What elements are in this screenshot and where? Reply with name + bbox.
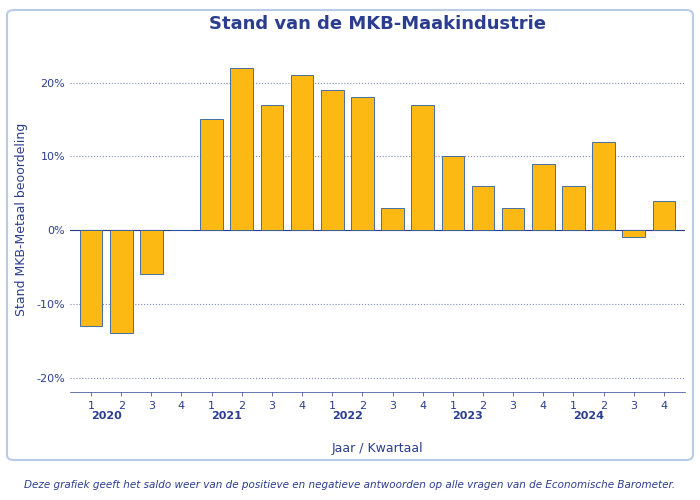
Bar xyxy=(442,156,464,230)
Bar xyxy=(140,230,162,274)
Bar xyxy=(290,75,314,230)
Bar xyxy=(562,186,584,230)
Title: Stand van de MKB-Maakindustrie: Stand van de MKB-Maakindustrie xyxy=(209,15,546,33)
Text: 2020: 2020 xyxy=(91,411,122,421)
Bar xyxy=(351,98,374,230)
Bar xyxy=(260,104,284,230)
Bar xyxy=(200,120,223,230)
Bar xyxy=(532,164,554,230)
Bar xyxy=(652,200,676,230)
Y-axis label: Stand MKB-Metaal beoordeling: Stand MKB-Metaal beoordeling xyxy=(15,122,28,316)
Text: 2023: 2023 xyxy=(452,411,483,421)
Bar xyxy=(382,208,404,230)
Text: 2021: 2021 xyxy=(211,411,242,421)
Bar xyxy=(472,186,494,230)
Text: 2024: 2024 xyxy=(573,411,604,421)
X-axis label: Jaar / Kwartaal: Jaar / Kwartaal xyxy=(332,442,424,455)
Bar xyxy=(230,68,253,230)
Bar xyxy=(110,230,132,334)
Text: Deze grafiek geeft het saldo weer van de positieve en negatieve antwoorden op al: Deze grafiek geeft het saldo weer van de… xyxy=(25,480,676,490)
Bar xyxy=(622,230,645,237)
Text: 2022: 2022 xyxy=(332,411,363,421)
Bar xyxy=(321,90,344,230)
Bar xyxy=(80,230,102,326)
Bar xyxy=(502,208,524,230)
Bar xyxy=(412,104,434,230)
Bar xyxy=(592,142,615,230)
